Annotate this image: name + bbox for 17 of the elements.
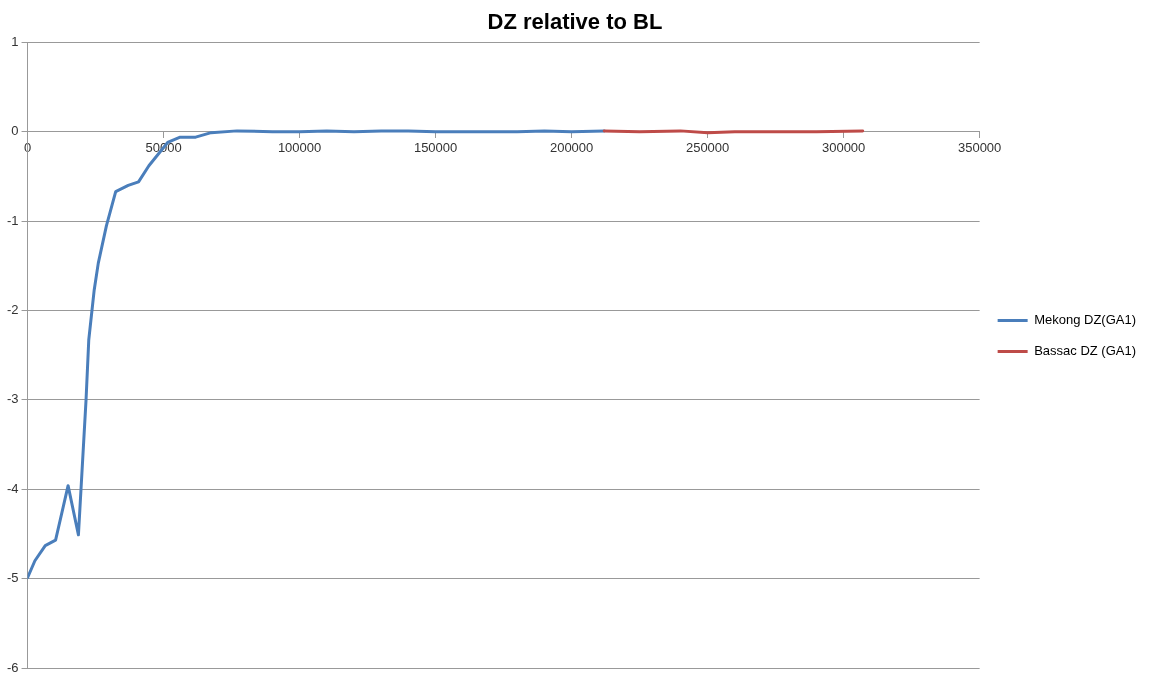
x-tick-label: 200000 (549, 140, 594, 156)
y-tick-label: -3 (7, 391, 19, 407)
x-tick-label: 300000 (821, 140, 866, 156)
legend-label: Mekong DZ(GA1) (1034, 312, 1137, 328)
x-tick-label: 350000 (957, 140, 1002, 156)
y-tick-label: -5 (7, 570, 19, 586)
chart-title: DZ relative to BL (487, 9, 663, 35)
x-tick-label: 100000 (277, 140, 322, 156)
y-tick-label: -1 (7, 212, 19, 228)
x-tick-label: 250000 (685, 140, 730, 156)
y-tick-label: -2 (7, 302, 19, 318)
y-tick-label: 1 (11, 33, 19, 49)
y-tick-label: -4 (7, 480, 19, 496)
y-tick-label: 0 (11, 123, 19, 139)
x-tick-label: 150000 (413, 140, 458, 156)
legend-label: Bassac DZ (GA1) (1034, 343, 1136, 359)
y-tick-label: -6 (7, 659, 19, 675)
